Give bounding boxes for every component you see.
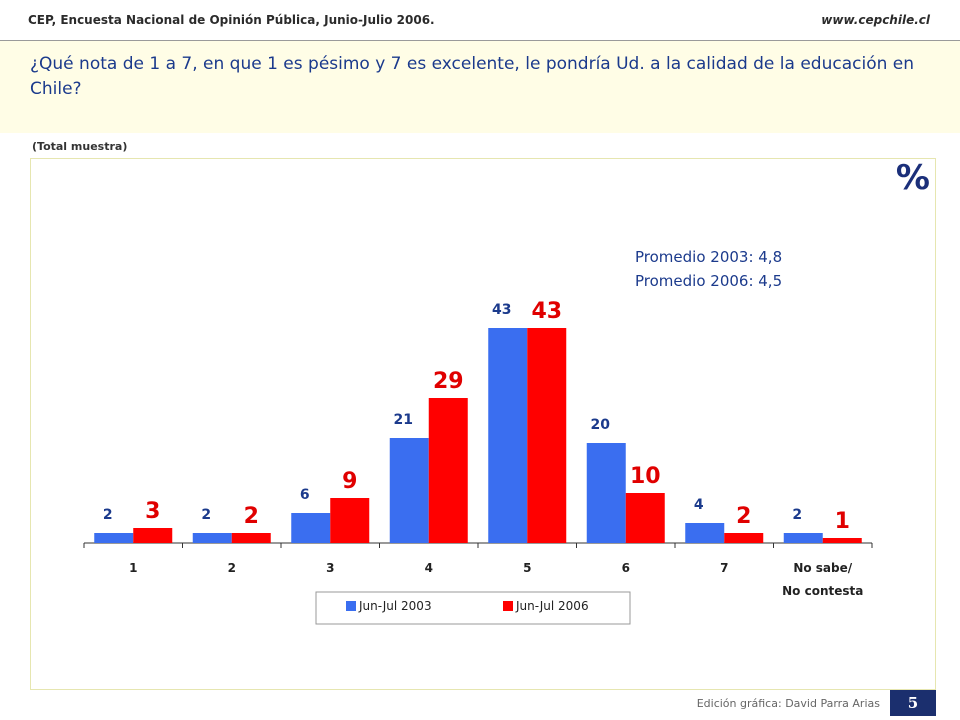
data-label-2003: 2	[103, 507, 113, 523]
category-label: No sabe/	[793, 561, 852, 575]
category-label: No contesta	[782, 584, 863, 598]
data-label-2003: 6	[300, 487, 310, 503]
bar-2006	[527, 328, 567, 543]
bar-2003	[291, 513, 331, 543]
average-2003: Promedio 2003: 4,8	[635, 248, 783, 266]
bar-2003	[94, 533, 134, 543]
legend-label: Jun-Jul 2003	[358, 599, 432, 613]
data-label-2006: 43	[531, 299, 562, 324]
data-label-2006: 9	[342, 469, 357, 494]
percent-symbol: %	[895, 158, 930, 198]
bar-2003	[389, 438, 429, 543]
legend-swatch	[346, 601, 356, 611]
legend-swatch	[503, 601, 513, 611]
category-label: 1	[129, 561, 137, 575]
data-label-2003: 2	[792, 507, 802, 523]
bar-2003	[488, 328, 528, 543]
website-link[interactable]: www.cepchile.cl	[821, 13, 930, 27]
question-text: ¿Qué nota de 1 a 7, en que 1 es pésimo y…	[30, 54, 915, 99]
data-label-2003: 43	[492, 302, 511, 318]
average-2006: Promedio 2006: 4,5	[635, 272, 783, 290]
credit-name: David Parra Arias	[785, 697, 880, 710]
sample-note: (Total muestra)	[32, 140, 128, 153]
bar-2003	[783, 533, 823, 543]
category-label: 7	[720, 561, 728, 575]
data-label-2006: 3	[145, 499, 160, 524]
bar-2003	[586, 443, 626, 543]
legend-label: Jun-Jul 2006	[515, 599, 589, 613]
data-label-2006: 29	[433, 369, 464, 394]
category-label: 6	[622, 561, 630, 575]
category-label: 2	[228, 561, 236, 575]
data-label-2003: 4	[694, 497, 704, 513]
data-label-2006: 2	[244, 504, 259, 529]
bar-2003	[192, 533, 232, 543]
data-label-2006: 10	[630, 464, 661, 489]
question-box	[0, 41, 960, 133]
bar-2006	[724, 533, 764, 543]
header-divider	[0, 40, 960, 41]
credit-label: Edición gráfica:	[696, 697, 782, 710]
bar-2006	[428, 398, 468, 543]
survey-source: CEP, Encuesta Nacional de Opinión Públic…	[28, 13, 435, 27]
category-label: 4	[425, 561, 433, 575]
data-label-2006: 2	[736, 504, 751, 529]
data-label-2003: 21	[394, 412, 413, 428]
footer-credit: Edición gráfica: David Parra Arias	[697, 697, 880, 710]
bar-2006	[133, 528, 173, 543]
legend-box	[315, 591, 631, 625]
data-label-2006: 1	[835, 509, 850, 534]
bar-2006	[330, 498, 370, 543]
bar-2003	[685, 523, 725, 543]
category-label: 5	[523, 561, 531, 575]
bar-2006	[822, 538, 862, 543]
page-number: 5	[890, 690, 936, 716]
bar-2006	[231, 533, 271, 543]
bar-2006	[625, 493, 665, 543]
category-label: 3	[326, 561, 334, 575]
data-label-2003: 20	[591, 417, 611, 433]
data-label-2003: 2	[201, 507, 211, 523]
